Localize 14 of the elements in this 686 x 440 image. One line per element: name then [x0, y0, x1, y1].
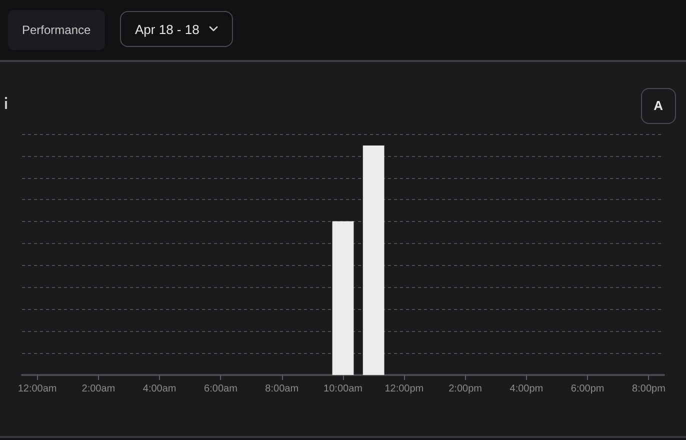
x-tick-label: 12:00pm — [384, 384, 424, 394]
x-tick-label: 4:00am — [142, 384, 176, 394]
x-tick-label: 2:00pm — [448, 384, 482, 394]
x-tick-label: 10:00am — [324, 384, 362, 394]
tab: Performance — [8, 10, 105, 50]
x-tick-label: 8:00am — [265, 384, 299, 394]
button: A — [640, 88, 676, 124]
x-tick-label: 6:00am — [204, 384, 238, 394]
x-tick-label: 2:00am — [82, 384, 116, 394]
x-tick-label: 8:00pm — [632, 384, 666, 394]
x-tick-label: 12:00am — [18, 384, 57, 394]
x-tick-label: 6:00pm — [570, 384, 604, 394]
x-tick-label: 4:00pm — [510, 384, 544, 394]
date-picker: Apr 18 - 18 — [120, 11, 234, 47]
